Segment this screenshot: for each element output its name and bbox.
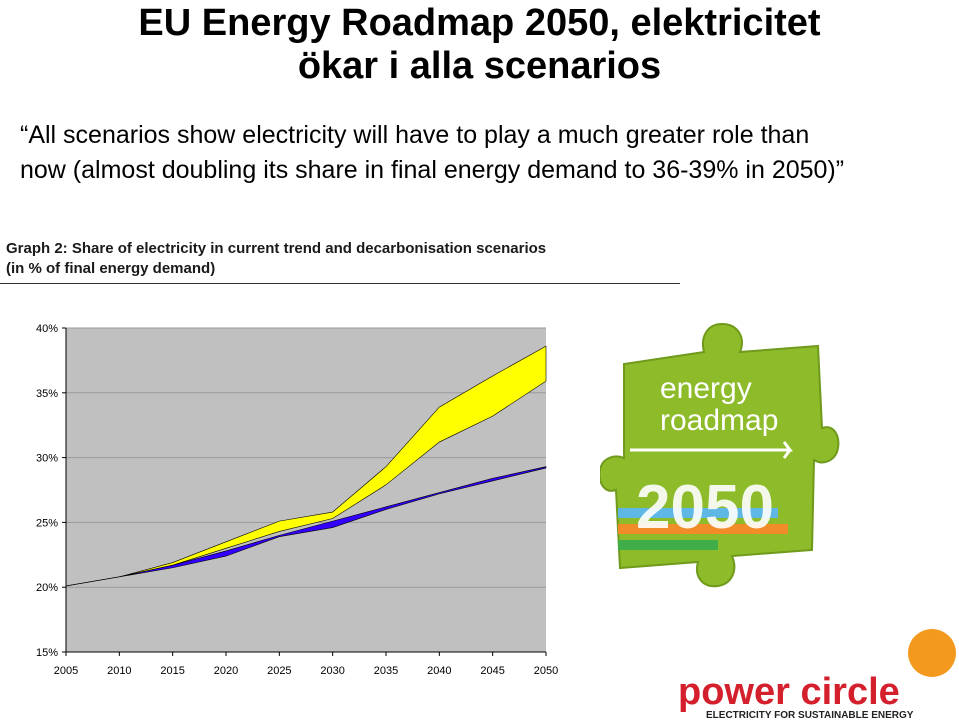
scenario-band-1	[65, 345, 547, 587]
stripe-orange	[618, 524, 788, 534]
x-tick-label: 2005	[54, 665, 78, 677]
stripe-blue	[618, 508, 778, 518]
scenario-band-2	[65, 466, 547, 587]
x-tick-label: 2030	[320, 665, 344, 677]
puzzle-text-line-1: energy	[660, 372, 752, 405]
puzzle-year: 2050	[636, 473, 774, 542]
quote-text: “All scenarios show electricity will hav…	[20, 121, 845, 184]
caption-divider	[0, 283, 680, 284]
x-tick-label: 2015	[160, 665, 184, 677]
graph-caption-line-2: (in % of final energy demand)	[6, 260, 216, 277]
x-tick-label: 2050	[534, 665, 558, 677]
electricity-share-chart: 15% 20% 25% 30% 35% 40% 2005 2010 2015 2020 2025 20…	[36, 323, 558, 677]
power-circle-tagline: ELECTRICITY FOR SUSTAINABLE ENERGY	[706, 710, 914, 720]
arrow-icon	[630, 441, 793, 459]
y-tick-label: 15%	[36, 647, 58, 659]
scenario-bands	[65, 345, 547, 587]
y-tick-label: 40%	[36, 323, 58, 335]
plot-area	[66, 328, 546, 652]
orange-circle-icon	[908, 629, 956, 677]
slide-title-line-2: ökar i alla scenarios	[297, 45, 662, 87]
x-tick-label: 2010	[107, 665, 131, 677]
x-tick-label: 2025	[267, 665, 291, 677]
y-tick-label: 35%	[36, 388, 58, 400]
axes	[62, 327, 547, 656]
x-tick-label: 2040	[427, 665, 451, 677]
puzzle-text-line-2: roadmap	[660, 404, 778, 437]
power-circle-name: power circle	[678, 671, 900, 713]
power-circle-logo: power circle ELECTRICITY FOR SUSTAINABLE…	[678, 629, 956, 720]
energy-roadmap-2050-logo: energy roadmap 2050	[600, 322, 840, 588]
puzzle-piece-shape	[600, 322, 840, 588]
x-tick-label: 2045	[480, 665, 504, 677]
slide-title: EU Energy Roadmap 2050, elektricitet öka…	[0, 2, 959, 88]
graph-caption: Graph 2: Share of electricity in current…	[6, 239, 546, 279]
x-tick-label: 2020	[214, 665, 238, 677]
y-tick-label: 30%	[36, 453, 58, 465]
y-tick-label: 20%	[36, 582, 58, 594]
graph-caption-line-1: Graph 2: Share of electricity in current…	[6, 240, 547, 257]
tick-labels: 15% 20% 25% 30% 35% 40% 2005 2010 2015 2020 2025 20…	[36, 323, 558, 677]
x-tick-label: 2035	[374, 665, 398, 677]
y-tick-label: 25%	[36, 517, 58, 529]
slide-title-line-1: EU Energy Roadmap 2050, elektricitet	[138, 2, 821, 44]
stripe-green	[618, 540, 718, 550]
